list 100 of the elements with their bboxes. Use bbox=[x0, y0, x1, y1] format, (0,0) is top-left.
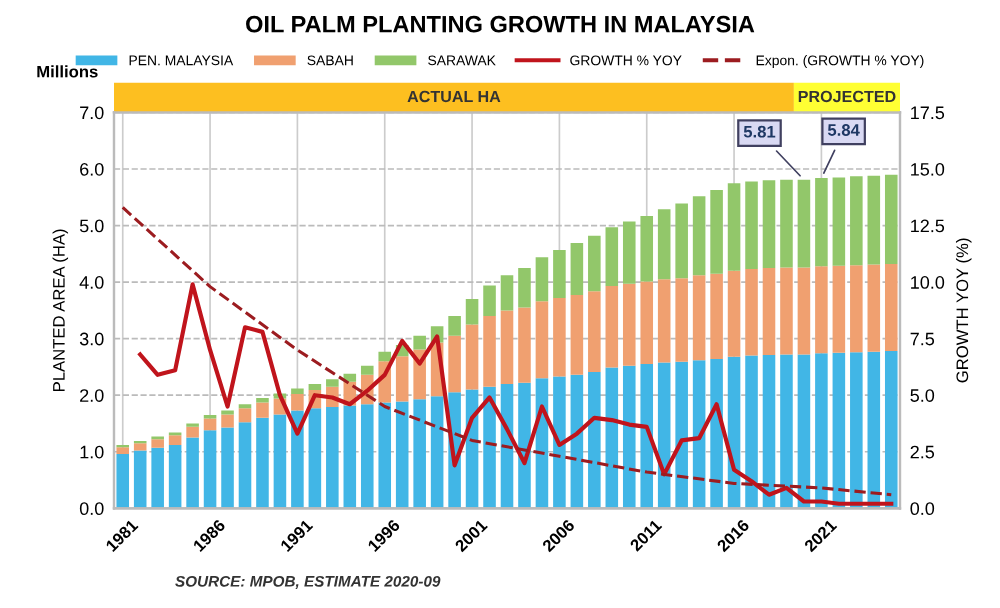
bar bbox=[500, 275, 514, 311]
bar bbox=[221, 414, 234, 428]
bar bbox=[500, 310, 514, 384]
bar bbox=[151, 447, 164, 509]
bar bbox=[413, 399, 426, 509]
bar bbox=[570, 243, 584, 296]
bar bbox=[832, 352, 846, 509]
y2-tick-label: 2.5 bbox=[910, 445, 935, 459]
text: Millions bbox=[37, 65, 98, 78]
bar bbox=[291, 394, 304, 411]
y-tick-label: 3.0 bbox=[79, 332, 104, 346]
y2-tick-label: 7.5 bbox=[910, 332, 935, 346]
bar bbox=[291, 388, 304, 395]
bar bbox=[745, 181, 758, 270]
bar bbox=[622, 221, 636, 284]
bar bbox=[221, 427, 234, 509]
bar bbox=[867, 351, 881, 509]
bar bbox=[675, 278, 688, 362]
bar bbox=[116, 447, 130, 455]
bar bbox=[360, 365, 374, 375]
y-tick-label: 0.0 bbox=[79, 502, 104, 516]
bar bbox=[884, 264, 898, 352]
bar bbox=[238, 408, 252, 423]
y2-axis-title: GROWTH YOY (%) bbox=[955, 238, 972, 383]
bar bbox=[657, 279, 671, 363]
bar bbox=[622, 283, 636, 366]
bar bbox=[832, 177, 846, 266]
bar bbox=[203, 418, 217, 431]
bar bbox=[133, 450, 147, 509]
bar bbox=[588, 291, 601, 373]
bar bbox=[780, 267, 793, 355]
line-series bbox=[121, 205, 893, 497]
bar bbox=[151, 439, 164, 448]
bar bbox=[780, 179, 793, 268]
bar bbox=[710, 359, 723, 509]
bar bbox=[588, 372, 601, 509]
bar bbox=[710, 189, 723, 274]
bar bbox=[395, 356, 409, 402]
bar bbox=[553, 376, 566, 509]
y-axis-title: PLANTED AREA (HA) bbox=[52, 229, 69, 391]
bar bbox=[395, 401, 409, 509]
bar bbox=[308, 408, 322, 509]
bar bbox=[867, 264, 881, 352]
bar bbox=[326, 379, 339, 387]
y2-tick-label: 17.5 bbox=[911, 106, 945, 120]
bar bbox=[116, 454, 130, 509]
bar bbox=[745, 269, 758, 356]
y-tick-label: 4.0 bbox=[79, 276, 104, 289]
bar bbox=[727, 270, 741, 357]
bar bbox=[657, 209, 671, 280]
bar bbox=[518, 267, 531, 308]
bar bbox=[762, 267, 776, 356]
bar bbox=[308, 383, 322, 391]
bar bbox=[815, 178, 828, 267]
bar bbox=[430, 396, 444, 509]
bar bbox=[483, 285, 496, 317]
bar bbox=[448, 316, 461, 336]
bar bbox=[168, 435, 182, 445]
bar bbox=[797, 267, 811, 355]
bar bbox=[413, 335, 426, 350]
bar bbox=[815, 353, 828, 509]
bar bbox=[553, 249, 566, 298]
bar bbox=[256, 402, 269, 418]
bar bbox=[535, 257, 549, 302]
bar bbox=[360, 404, 374, 509]
y2-tick-label: 15.0 bbox=[911, 162, 945, 176]
bar bbox=[884, 174, 898, 265]
bar bbox=[343, 405, 357, 509]
bar bbox=[518, 307, 531, 383]
y-tick-label: 6.0 bbox=[80, 162, 104, 176]
total-label: 5.81 bbox=[743, 125, 776, 138]
bar bbox=[203, 430, 217, 509]
bar bbox=[850, 176, 863, 266]
y-tick-label: 7.0 bbox=[80, 106, 104, 120]
chart-title: OIL PALM PLANTING GROWTH IN MALAYSIA bbox=[246, 15, 755, 33]
bar bbox=[448, 335, 461, 393]
bar bbox=[483, 386, 496, 509]
bar bbox=[675, 203, 688, 279]
bar bbox=[640, 281, 654, 365]
y2-tick-label: 10.0 bbox=[911, 276, 945, 289]
bar bbox=[797, 354, 811, 509]
bar bbox=[780, 354, 793, 509]
y-tick-label: 2.0 bbox=[80, 389, 104, 402]
bar bbox=[378, 402, 392, 509]
bar bbox=[867, 175, 881, 265]
bar bbox=[291, 410, 304, 509]
bar bbox=[622, 365, 636, 509]
bar bbox=[884, 351, 898, 509]
total-label: 5.84 bbox=[827, 124, 860, 136]
bar bbox=[692, 196, 706, 276]
bar bbox=[535, 301, 549, 379]
bar bbox=[378, 351, 392, 362]
bar bbox=[326, 407, 339, 509]
bar bbox=[133, 443, 147, 451]
bar bbox=[675, 361, 688, 509]
bar bbox=[605, 227, 619, 287]
bar bbox=[465, 324, 479, 390]
line-series bbox=[138, 282, 894, 506]
bar bbox=[588, 235, 601, 292]
bar bbox=[710, 273, 723, 360]
